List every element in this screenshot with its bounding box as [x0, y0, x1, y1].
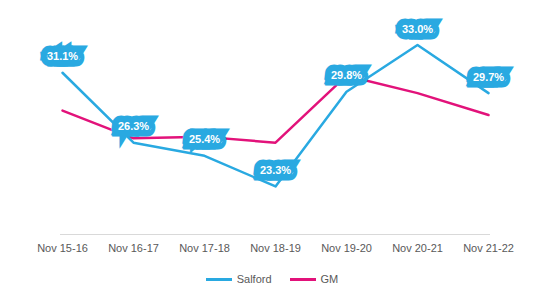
svg-text:31.1%: 31.1% [47, 50, 78, 62]
svg-text:31.1%: 31.1% [47, 50, 78, 62]
html-text:Salford: Salford [236, 273, 272, 285]
svg-text:Nov 15-16: Nov 15-16 [37, 242, 88, 254]
svg-text:Nov 21-22: Nov 21-22 [463, 242, 514, 254]
svg-text:Nov 19-20: Nov 19-20 [321, 242, 372, 254]
svg-text:Nov 20-21: Nov 20-21 [392, 242, 443, 254]
svg-text:23.3%: 23.3% [260, 164, 291, 176]
svg-text:Nov 17-18: Nov 17-18 [179, 242, 230, 254]
svg-text:Nov 16-17: Nov 16-17 [108, 242, 159, 254]
svg-text:23.3%: 23.3% [260, 164, 291, 176]
svg-text:33.0%: 33.0% [402, 23, 433, 35]
html-text:GM: GM [320, 273, 339, 285]
svg-text:25.4%: 25.4% [189, 133, 220, 145]
svg-text:29.8%: 29.8% [331, 69, 362, 81]
svg-text:29.7%: 29.7% [473, 71, 504, 83]
svg-text:33.0%: 33.0% [402, 23, 433, 35]
svg-text:25.4%: 25.4% [189, 133, 220, 145]
svg-text:29.8%: 29.8% [331, 69, 362, 81]
svg-text:29.7%: 29.7% [473, 71, 504, 83]
svg-text:26.3%: 26.3% [118, 120, 149, 132]
svg-text:26.3%: 26.3% [118, 120, 149, 132]
svg-text:Nov 18-19: Nov 18-19 [250, 242, 301, 254]
